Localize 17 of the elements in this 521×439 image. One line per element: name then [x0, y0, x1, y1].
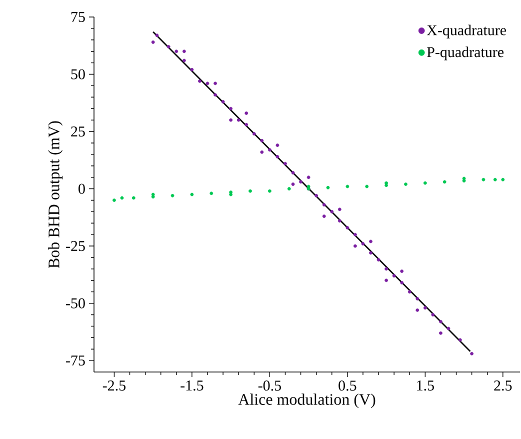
- legend-label: X-quadrature: [426, 24, 506, 38]
- x-axis-title: Alice modulation (V): [238, 394, 376, 408]
- y-axis-title: Bob BHD output (mV): [48, 121, 63, 268]
- x-tick-label: 0.5: [338, 380, 356, 391]
- legend-label: P-quadrature: [427, 46, 504, 60]
- x-tick-label: -0.5: [258, 380, 281, 391]
- y-tick-label: -50: [66, 298, 85, 308]
- x-tick-label: 1.5: [417, 380, 434, 391]
- y-tick-label: 0: [78, 184, 85, 194]
- y-tick-label: 50: [71, 69, 85, 80]
- y-tick-label: 75: [71, 12, 85, 22]
- y-tick-label: -25: [66, 240, 85, 252]
- y-tick-label: -75: [66, 356, 85, 366]
- y-tick-label: 25: [71, 126, 85, 137]
- x-tick-label: 2.5: [494, 380, 512, 391]
- x-tick-label: -2.5: [102, 380, 126, 391]
- x-tick-label: -1.5: [180, 380, 204, 391]
